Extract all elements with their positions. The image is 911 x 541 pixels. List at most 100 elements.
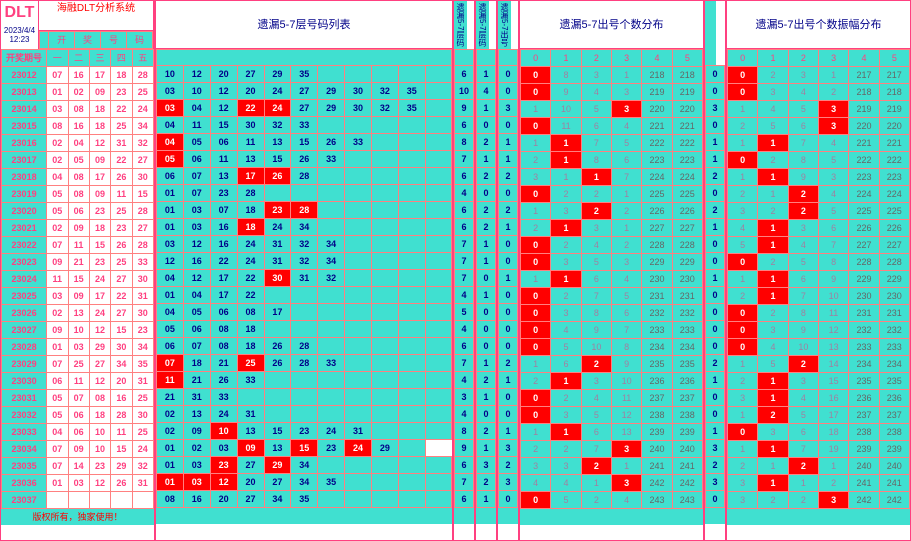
ball: 08 xyxy=(68,186,89,203)
ball: 06 xyxy=(68,407,89,424)
code-cell: 03 xyxy=(183,219,210,236)
dist-cell: 236 xyxy=(879,390,909,407)
code-cell xyxy=(318,321,345,338)
dist-cell: 225 xyxy=(672,186,702,203)
dist-cell: 242 xyxy=(642,475,672,492)
dist-cell: 9 xyxy=(788,169,818,186)
dist-cell: 2 xyxy=(758,152,788,169)
code-cell xyxy=(345,219,372,236)
dist-cell: 5 xyxy=(551,492,581,509)
dist-cell: 3 xyxy=(788,373,818,390)
ball: 15 xyxy=(68,271,89,288)
dist-cell: 3 xyxy=(728,390,758,407)
count: 0 xyxy=(499,491,518,508)
ball: 22 xyxy=(111,288,132,305)
code-cell: 15 xyxy=(291,440,318,457)
count: 1 xyxy=(477,287,496,304)
dist-cell: 0 xyxy=(521,118,551,135)
count: 2 xyxy=(477,134,496,151)
code-cell xyxy=(345,338,372,355)
code-cell: 27 xyxy=(291,100,318,117)
count: 10 xyxy=(455,83,474,100)
ball: 07 xyxy=(47,237,68,254)
ball: 02 xyxy=(47,152,68,169)
code-cell: 34 xyxy=(264,491,291,508)
period: 23031 xyxy=(2,390,47,407)
code-cell: 03 xyxy=(183,202,210,219)
dist-cell: 0 xyxy=(728,67,758,84)
code-cell xyxy=(345,185,372,202)
dist-cell: 7 xyxy=(788,135,818,152)
dist-cell: 17 xyxy=(818,407,848,424)
dist-cell: 5 xyxy=(551,339,581,356)
count: 4 xyxy=(455,185,474,202)
code-cell: 05 xyxy=(183,134,210,151)
code-cell: 34 xyxy=(291,457,318,474)
ball: 33 xyxy=(132,254,153,271)
code-cell xyxy=(425,134,451,151)
dist-cell: 2 xyxy=(788,492,818,509)
period: 23036 xyxy=(2,475,47,492)
code-cell xyxy=(398,457,425,474)
dist-cell: 4 xyxy=(788,237,818,254)
ball: 31 xyxy=(132,475,153,492)
ball: 25 xyxy=(111,203,132,220)
code-cell xyxy=(345,321,372,338)
dist-cell: 235 xyxy=(879,373,909,390)
code-cell xyxy=(425,168,451,185)
dist-cell: 1 xyxy=(758,441,788,458)
dist-cell: 239 xyxy=(642,424,672,441)
dist-cell: 3 xyxy=(758,322,788,339)
code-cell xyxy=(425,100,451,117)
dist-cell: 219 xyxy=(879,101,909,118)
code-cell: 15 xyxy=(291,134,318,151)
code-cell: 26 xyxy=(264,168,291,185)
count: 7 xyxy=(455,270,474,287)
code-cell xyxy=(372,423,399,440)
code-cell: 01 xyxy=(157,287,184,304)
code-cell xyxy=(372,219,399,236)
dist-cell: 1 xyxy=(551,169,581,186)
ball: 24 xyxy=(132,441,153,458)
dist-cell: 1 xyxy=(551,271,581,288)
ball: 27 xyxy=(132,152,153,169)
dist-cell: 222 xyxy=(672,135,702,152)
ball: 32 xyxy=(132,135,153,152)
code-cell xyxy=(372,287,399,304)
dist-cell: 0 xyxy=(521,305,551,322)
dist-cell: 2 xyxy=(728,373,758,390)
count: 6 xyxy=(455,202,474,219)
code-cell: 12 xyxy=(183,270,210,287)
dist-cell: 219 xyxy=(642,84,672,101)
code-cell: 18 xyxy=(237,219,264,236)
code-cell xyxy=(345,270,372,287)
code-cell xyxy=(372,168,399,185)
code-cell: 35 xyxy=(291,66,318,83)
dist-cell: 0 xyxy=(728,424,758,441)
code-cell xyxy=(425,355,451,372)
dist-cell: 235 xyxy=(849,373,879,390)
code-cell xyxy=(318,457,345,474)
code-cell: 17 xyxy=(264,304,291,321)
dist-cell: 0 xyxy=(521,288,551,305)
code-cell: 09 xyxy=(183,423,210,440)
dist-cell: 0 xyxy=(728,322,758,339)
code-cell: 17 xyxy=(237,168,264,185)
code-cell xyxy=(398,185,425,202)
dist-cell: 229 xyxy=(642,254,672,271)
dist-cell: 234 xyxy=(672,339,702,356)
code-cell: 26 xyxy=(318,134,345,151)
count: 7 xyxy=(455,236,474,253)
code-cell: 10 xyxy=(183,83,210,100)
dist-cell: 227 xyxy=(879,237,909,254)
count: 0 xyxy=(499,83,518,100)
code-cell: 01 xyxy=(157,474,184,491)
ball xyxy=(89,492,110,509)
dist-cell: 1 xyxy=(551,152,581,169)
count: 0 xyxy=(499,304,518,321)
dist-cell: 6 xyxy=(581,118,611,135)
dist-cell: 3 xyxy=(728,475,758,492)
count: 2 xyxy=(477,423,496,440)
dist-cell: 6 xyxy=(788,271,818,288)
code-cell xyxy=(425,253,451,270)
